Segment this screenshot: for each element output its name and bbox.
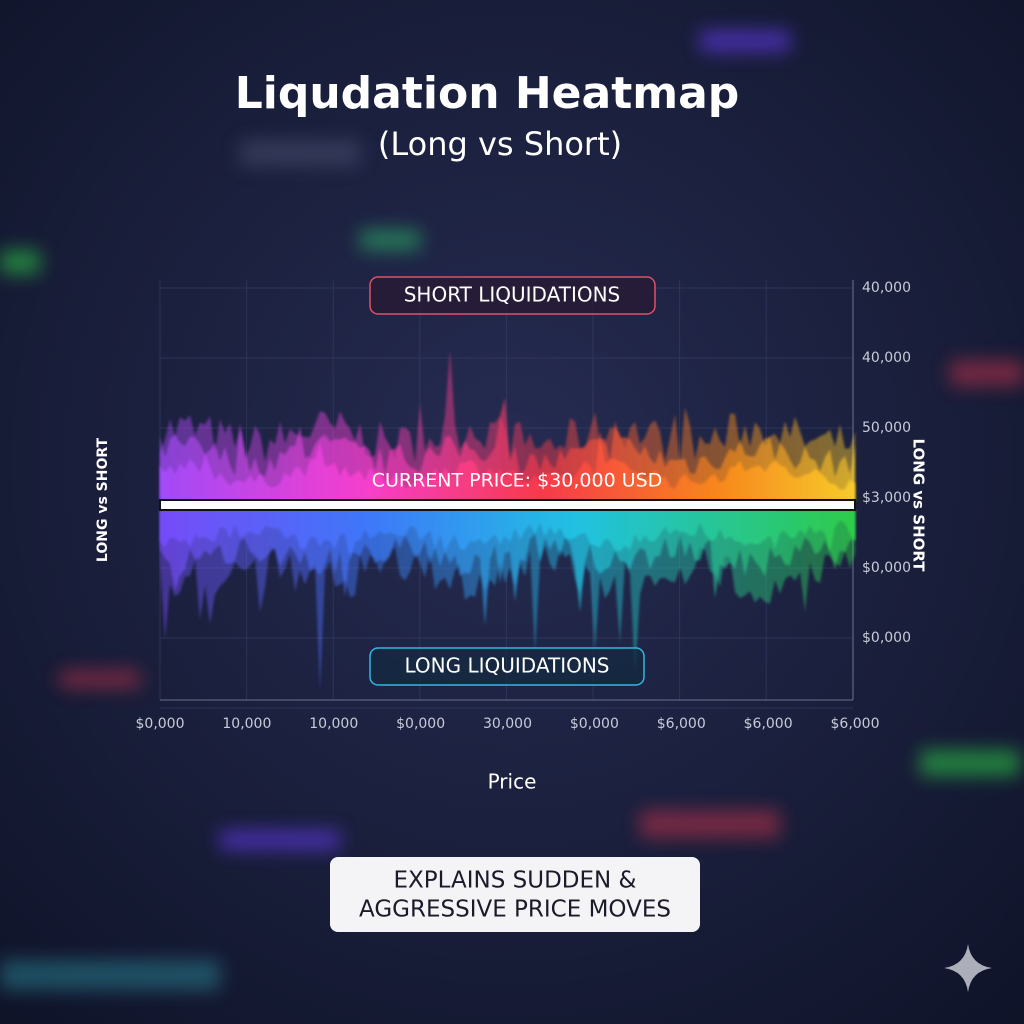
bottom-tick-label: 30,000 (483, 716, 532, 732)
right-ticks: 40,000 40,000 50,000 $3,000 $0,000 $0,000 (862, 280, 911, 646)
long-label: LONG LIQUIDATIONS (405, 654, 610, 678)
bottom-tick-label: $0,000 (136, 716, 185, 732)
right-tick-label: 40,000 (862, 280, 911, 296)
callout-line: AGGRESSIVE PRICE MOVES (359, 897, 671, 923)
blurred-background (0, 30, 1024, 990)
sparkle-icon (944, 944, 992, 992)
right-tick-label: 50,000 (862, 420, 911, 436)
callout-box (330, 857, 700, 932)
subtitle: (Long vs Short) (378, 125, 622, 163)
right-tick-label: $0,000 (862, 560, 911, 576)
bottom-tick-label: $6,000 (744, 716, 793, 732)
callout-line: EXPLAINS SUDDEN & (394, 868, 637, 894)
wave (160, 431, 855, 500)
bottom-tick-label: $0,000 (396, 716, 445, 732)
right-tick-label: $0,000 (862, 630, 911, 646)
wave (160, 510, 855, 561)
right-axis-label: LONG vs SHORT (910, 438, 928, 572)
bottom-ticks: $0,000 10,000 10,000 $0,000 30,000 $0,000 $6,0… (136, 716, 880, 732)
bottom-tick-label: 10,000 (309, 716, 358, 732)
bottom-tick-label: $0,000 (570, 716, 619, 732)
right-tick-label: $3,000 (862, 490, 911, 506)
title: Liqudation Heatmap (235, 68, 740, 119)
waves (160, 349, 855, 691)
x-axis-label: Price (488, 770, 537, 794)
current-price-line (159, 499, 856, 511)
bottom-tick-label: 10,000 (222, 716, 271, 732)
left-axis-label: LONG vs SHORT (95, 437, 111, 562)
bottom-tick-label: $6,000 (657, 716, 706, 732)
right-tick-label: 40,000 (862, 350, 911, 366)
bottom-tick-label: $6,000 (831, 716, 880, 732)
short-badge (369, 276, 656, 315)
short-label: SHORT LIQUIDATIONS (404, 283, 621, 307)
long-badge (369, 647, 645, 686)
current-price-label: CURRENT PRICE: $30,000 USD (372, 470, 663, 492)
